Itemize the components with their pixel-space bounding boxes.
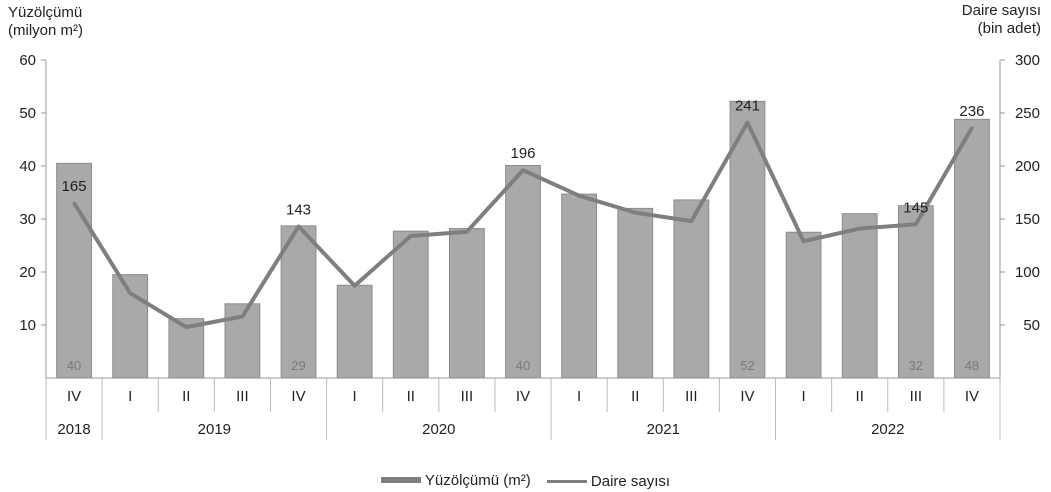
legend-line-swatch: [546, 480, 587, 483]
quarter-label: IV: [291, 388, 305, 405]
line-point: [914, 222, 918, 226]
bar-value-label: 40: [67, 358, 81, 373]
bar-value-label: 40: [516, 358, 530, 373]
left-tick-label: 50: [19, 105, 36, 122]
right-tick-label: 300: [1015, 52, 1040, 69]
quarter-label: I: [353, 388, 357, 405]
bar-value-label: 48: [965, 358, 979, 373]
line-point: [577, 194, 581, 198]
left-axis-title: Yüzölçümü (milyon m²): [8, 4, 83, 40]
bar: [56, 162, 92, 379]
line-point: [409, 234, 413, 238]
bar: [392, 230, 429, 379]
year-label: 2019: [198, 421, 231, 438]
bar: [954, 118, 990, 379]
bar: [897, 205, 934, 379]
quarter-label: IV: [740, 388, 754, 405]
bar: [505, 164, 541, 379]
year-label: 2018: [57, 421, 90, 438]
line-point: [802, 239, 806, 243]
legend-line-label: Daire sayısı: [590, 473, 671, 490]
line-point: [465, 230, 469, 234]
quarter-label: III: [910, 388, 923, 405]
left-tick-label: 60: [19, 52, 36, 69]
left-axis-title-line2: (milyon m²): [8, 22, 83, 39]
quarter-label: IV: [965, 388, 979, 405]
bar: [673, 199, 710, 379]
line-point: [297, 224, 301, 228]
right-axis-title-line1: Daire sayısı: [961, 2, 1041, 19]
right-tick-label: 100: [1015, 264, 1040, 281]
bar: [617, 207, 654, 379]
line-point: [128, 291, 132, 295]
year-label: 2020: [422, 421, 455, 438]
bar: [336, 284, 373, 379]
line-value-label: 145: [903, 199, 928, 216]
line-value-label: 241: [735, 98, 760, 115]
quarter-label: III: [236, 388, 249, 405]
bar: [785, 231, 822, 379]
quarter-label: IV: [516, 388, 530, 405]
bar-value-label: 52: [740, 358, 754, 373]
bar: [841, 213, 878, 379]
line-point: [353, 284, 357, 288]
left-tick-label: 20: [19, 264, 36, 281]
year-label: 2022: [871, 421, 904, 438]
right-axis-title: Daire sayısı (bin adet): [962, 2, 1041, 38]
right-axis-title-line2: (bin adet): [977, 20, 1041, 37]
line-value-label: 236: [959, 103, 984, 120]
quarter-label: I: [128, 388, 132, 405]
line-point: [521, 168, 525, 172]
right-tick-label: 200: [1015, 158, 1040, 175]
quarter-label: I: [577, 388, 581, 405]
left-tick-label: 40: [19, 158, 36, 175]
quarter-label: II: [631, 388, 639, 405]
line-point: [184, 325, 188, 329]
legend-bar-label: Yüzölçümü (m²): [424, 471, 531, 489]
left-tick-label: 10: [19, 317, 36, 334]
legend-item-bars: Yüzölçümü (m²): [380, 471, 531, 489]
right-tick-label: 50: [1023, 317, 1040, 334]
year-label: 2021: [647, 421, 680, 438]
right-tick-label: 150: [1015, 211, 1040, 228]
line-point: [970, 126, 974, 130]
line-point: [72, 201, 76, 205]
line-point: [633, 211, 637, 215]
quarter-label: II: [856, 388, 864, 405]
quarter-label: II: [182, 388, 190, 405]
line-value-label: 143: [286, 201, 311, 218]
legend-item-line: Daire sayısı: [546, 473, 671, 490]
right-tick-label: 250: [1015, 105, 1040, 122]
left-axis-title-line1: Yüzölçümü: [8, 4, 83, 21]
bar: [561, 193, 598, 379]
quarter-label: III: [685, 388, 698, 405]
bar-value-label: 29: [291, 358, 305, 373]
line-value-label: 196: [510, 145, 535, 162]
line-point: [858, 227, 862, 231]
quarter-label: III: [461, 388, 474, 405]
quarter-label: IV: [67, 388, 81, 405]
quarter-label: I: [802, 388, 806, 405]
line-point: [689, 219, 693, 223]
left-tick-label: 30: [19, 211, 36, 228]
line-point: [745, 121, 749, 125]
bar-value-label: 32: [909, 358, 923, 373]
line-point: [240, 315, 244, 319]
bar: [280, 225, 317, 379]
legend-bar-swatch: [380, 477, 421, 483]
quarter-label: II: [407, 388, 415, 405]
legend: Yüzölçümü (m²) Daire sayısı: [0, 470, 1051, 490]
line-value-label: 165: [62, 178, 87, 195]
bar: [448, 228, 485, 379]
